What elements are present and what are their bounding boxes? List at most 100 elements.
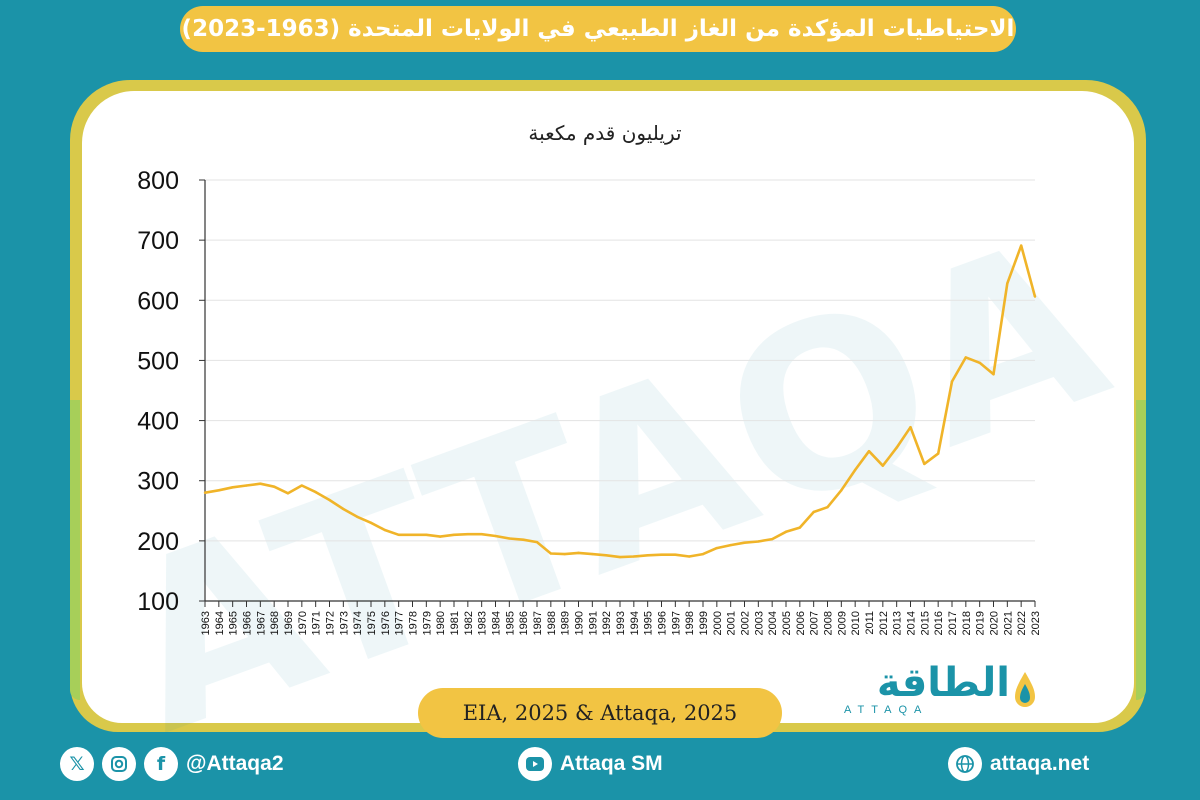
data-point xyxy=(798,526,802,529)
data-point xyxy=(535,540,539,544)
x-tick-label: 2004 xyxy=(767,611,779,635)
data-point xyxy=(521,538,525,541)
data-point xyxy=(867,450,871,453)
x-tick-label: 2007 xyxy=(809,611,821,635)
x-tick-label: 2002 xyxy=(740,611,752,635)
y-tick-label: 600 xyxy=(137,287,179,315)
data-point xyxy=(687,555,691,558)
data-points xyxy=(203,244,1037,559)
x-tick-label: 1968 xyxy=(269,611,281,635)
x-tick-label: 1974 xyxy=(352,611,364,635)
website-link[interactable]: attaqa.net xyxy=(948,746,1089,782)
x-tick-label: 2009 xyxy=(836,611,848,635)
data-point xyxy=(411,533,414,537)
x-tick-label: 1992 xyxy=(601,611,613,635)
x-tick-label: 2022 xyxy=(1016,611,1028,635)
x-tick-label: 2013 xyxy=(892,611,904,635)
data-point xyxy=(812,510,815,514)
chart-card xyxy=(82,91,1134,723)
data-point xyxy=(923,462,926,466)
x-tick-label: 2017 xyxy=(947,611,959,635)
data-point xyxy=(1019,244,1023,247)
data-point xyxy=(826,505,829,509)
x-tick-label: 2023 xyxy=(1030,611,1042,635)
source-pill: EIA, 2025 & Attaqa, 2025 xyxy=(418,688,782,738)
x-tick-label: 1969 xyxy=(283,611,295,635)
data-point xyxy=(577,551,580,555)
x-tick-label: 1996 xyxy=(657,611,669,635)
data-point xyxy=(425,533,428,537)
x-tick-label: 1971 xyxy=(311,611,323,635)
chart-title: الاحتياطيات المؤكدة من الغاز الطبيعي في … xyxy=(181,16,1015,42)
data-point xyxy=(784,530,788,534)
youtube-icon[interactable] xyxy=(518,747,552,781)
y-axis: 100 200 300 400 500 600 700 800 xyxy=(137,167,205,616)
instagram-icon[interactable] xyxy=(102,747,136,781)
x-tick-label: 1964 xyxy=(214,611,226,635)
data-point xyxy=(743,541,746,544)
x-tick-label: 2016 xyxy=(933,611,945,635)
data-point xyxy=(452,533,456,537)
data-point xyxy=(1033,295,1037,298)
x-tick-label: 2015 xyxy=(919,611,931,635)
data-point xyxy=(604,554,608,557)
x-tick-label: 2001 xyxy=(726,611,738,635)
facebook-icon[interactable]: f xyxy=(144,747,178,781)
x-tick-label: 1963 xyxy=(200,611,212,635)
data-point xyxy=(466,533,470,536)
x-tick-label: 1973 xyxy=(338,611,350,635)
data-point xyxy=(397,533,400,537)
x-tick-label: 2000 xyxy=(712,611,724,635)
x-tick-label: 1995 xyxy=(643,611,655,635)
data-point xyxy=(757,540,760,543)
social-handle[interactable]: @Attaqa2 xyxy=(186,752,284,775)
y-tick-label: 400 xyxy=(137,408,179,436)
data-point xyxy=(369,521,373,525)
data-point xyxy=(494,534,497,538)
data-point xyxy=(950,380,954,383)
logo-arabic: الطاقة xyxy=(876,660,1010,706)
x-tick-label: 2006 xyxy=(795,611,807,635)
data-point xyxy=(895,446,898,449)
source-text: EIA, 2025 & Attaqa, 2025 xyxy=(462,701,738,725)
y-tick-label: 200 xyxy=(137,528,179,556)
data-point xyxy=(674,553,677,556)
x-tick-label: 1987 xyxy=(532,611,544,635)
x-tick-label: 1966 xyxy=(242,611,254,635)
data-point xyxy=(355,515,359,518)
x-tick-label: 1979 xyxy=(421,611,433,635)
x-tick-label: 2005 xyxy=(781,611,793,635)
website-url[interactable]: attaqa.net xyxy=(990,752,1090,775)
data-point xyxy=(618,555,622,559)
title-banner: الاحتياطيات المؤكدة من الغاز الطبيعي في … xyxy=(180,6,1016,52)
x-tick-label: 2020 xyxy=(989,611,1001,635)
data-point xyxy=(300,484,304,487)
youtube-channel[interactable]: Attaqa SM xyxy=(560,752,663,775)
x-tick-label: 2003 xyxy=(753,611,765,635)
x-tick-label: 1975 xyxy=(366,611,378,635)
x-tick-label: 2018 xyxy=(961,611,973,635)
data-point xyxy=(936,452,940,455)
x-tick-label: 1993 xyxy=(615,611,627,635)
globe-icon[interactable] xyxy=(948,747,982,781)
data-point xyxy=(245,484,248,487)
x-tick-label: 1988 xyxy=(546,611,558,635)
data-point xyxy=(508,537,511,540)
data-point xyxy=(314,490,317,494)
data-point xyxy=(328,498,331,502)
x-icon[interactable]: 𝕏 xyxy=(60,747,94,781)
y-tick-label: 500 xyxy=(137,347,179,375)
x-tick-label: 1970 xyxy=(297,611,309,635)
x-tick-label: 2021 xyxy=(1002,611,1014,635)
x-tick-label: 1999 xyxy=(698,611,710,635)
x-tick-label: 2019 xyxy=(975,611,987,635)
data-point xyxy=(231,486,234,489)
attaqa-logo: الطاقة ATTAQA xyxy=(838,660,1038,720)
youtube-link[interactable]: Attaqa SM xyxy=(518,746,663,782)
x-tick-label: 1976 xyxy=(380,611,392,635)
x-tick-label: 2011 xyxy=(864,611,876,635)
data-point xyxy=(632,555,636,558)
frame-accent-right xyxy=(1136,400,1146,700)
x-tick-label: 1978 xyxy=(408,611,420,635)
grid-lines xyxy=(205,179,1035,542)
